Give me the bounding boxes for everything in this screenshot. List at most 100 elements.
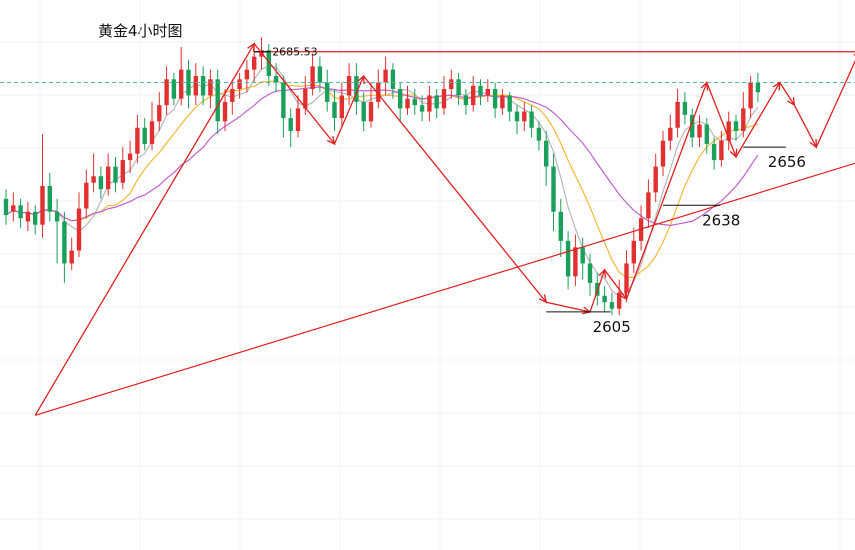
candle-body bbox=[383, 69, 388, 83]
candle-body bbox=[675, 101, 680, 128]
candle-body bbox=[427, 95, 432, 112]
wave-arrowhead bbox=[700, 81, 709, 91]
candle-body bbox=[668, 127, 673, 141]
candle-body bbox=[704, 124, 709, 144]
candle-body bbox=[54, 211, 60, 222]
candle-body bbox=[733, 121, 739, 131]
candle-body bbox=[653, 166, 658, 193]
candle-body bbox=[91, 176, 96, 183]
candle-body bbox=[690, 114, 695, 138]
support-label: 2638 bbox=[702, 211, 740, 229]
wave-arrowhead bbox=[729, 148, 738, 159]
candle-body bbox=[398, 89, 403, 109]
candle-body bbox=[200, 76, 206, 96]
candle-body bbox=[748, 82, 753, 109]
candle-body bbox=[646, 192, 651, 219]
candle-body bbox=[544, 140, 549, 167]
candle-body bbox=[558, 211, 563, 241]
candle-body bbox=[368, 101, 374, 122]
candle-body bbox=[514, 111, 520, 122]
candle-body bbox=[40, 185, 45, 225]
candle-body bbox=[310, 66, 315, 89]
candle-body bbox=[120, 160, 125, 183]
candle-body bbox=[609, 302, 615, 309]
candle-body bbox=[726, 121, 731, 141]
candle-body bbox=[485, 89, 490, 96]
candle-body bbox=[441, 89, 447, 109]
candle-body bbox=[741, 108, 746, 131]
candle-body bbox=[602, 295, 607, 303]
candle-body bbox=[339, 95, 344, 119]
wave-arrowhead bbox=[619, 291, 628, 301]
candle-body bbox=[580, 247, 585, 264]
candle-body bbox=[471, 85, 476, 106]
candle-body bbox=[529, 111, 534, 128]
candle-body bbox=[507, 95, 512, 112]
candle-body bbox=[244, 69, 250, 80]
candle-body bbox=[230, 89, 235, 102]
candle-body bbox=[11, 205, 16, 212]
candle-body bbox=[3, 198, 9, 215]
candle-body bbox=[18, 205, 23, 219]
candle-body bbox=[164, 79, 169, 106]
wave-arrowhead bbox=[357, 74, 365, 85]
candle-body bbox=[660, 140, 666, 167]
candle-body bbox=[127, 153, 133, 161]
wave-arrowhead bbox=[538, 294, 548, 304]
candle-body bbox=[208, 79, 213, 96]
candle-body bbox=[186, 69, 191, 96]
candle-body bbox=[303, 89, 308, 109]
candle-body bbox=[149, 121, 155, 144]
candle-body bbox=[106, 166, 111, 190]
candle-body bbox=[624, 263, 629, 293]
candle-body bbox=[346, 76, 352, 96]
wave-arrowhead bbox=[772, 81, 781, 91]
candle-body bbox=[390, 69, 396, 89]
candle-body bbox=[76, 208, 82, 251]
wave-arrowhead bbox=[326, 135, 336, 146]
candle-body bbox=[405, 98, 410, 109]
candle-body bbox=[25, 211, 31, 222]
candle-body bbox=[631, 240, 636, 264]
candle-body bbox=[536, 127, 542, 141]
candle-body bbox=[711, 143, 717, 161]
candle-body bbox=[84, 182, 89, 209]
candle-body bbox=[434, 95, 439, 109]
candle-body bbox=[266, 50, 271, 77]
candle-body bbox=[62, 221, 67, 264]
wave-zigzag bbox=[34, 42, 855, 416]
candle-body bbox=[492, 89, 498, 109]
candle-body bbox=[456, 79, 461, 96]
candle-body bbox=[171, 79, 177, 99]
support-label: 2656 bbox=[768, 153, 806, 171]
candle-body bbox=[697, 124, 702, 138]
candle-body bbox=[142, 127, 147, 144]
candle-body bbox=[113, 166, 118, 183]
candle-body bbox=[193, 76, 198, 96]
wave-arrowhead bbox=[247, 42, 255, 52]
candle-body bbox=[179, 69, 184, 99]
candle-body bbox=[47, 185, 52, 212]
candle-body bbox=[354, 76, 359, 102]
wave-arrowhead bbox=[598, 268, 607, 278]
candle-body bbox=[252, 56, 257, 70]
candle-body bbox=[361, 101, 366, 122]
candle-body bbox=[325, 82, 330, 102]
candle-body bbox=[98, 176, 104, 190]
candle-body bbox=[522, 111, 527, 122]
candle-body bbox=[376, 82, 381, 102]
candle-body bbox=[157, 105, 162, 122]
candle-body bbox=[587, 263, 593, 283]
candle-body bbox=[332, 101, 337, 119]
candle-body bbox=[135, 127, 140, 154]
candle-body bbox=[215, 79, 220, 122]
candle-body bbox=[755, 82, 761, 93]
candle-body bbox=[682, 101, 688, 115]
ma20-line bbox=[5, 86, 759, 226]
wave-arrowhead bbox=[787, 97, 796, 107]
ma10-line bbox=[5, 79, 759, 278]
candle-body bbox=[222, 101, 228, 122]
resistance-label: 2685.53 bbox=[272, 46, 318, 59]
candle-body bbox=[419, 105, 425, 112]
